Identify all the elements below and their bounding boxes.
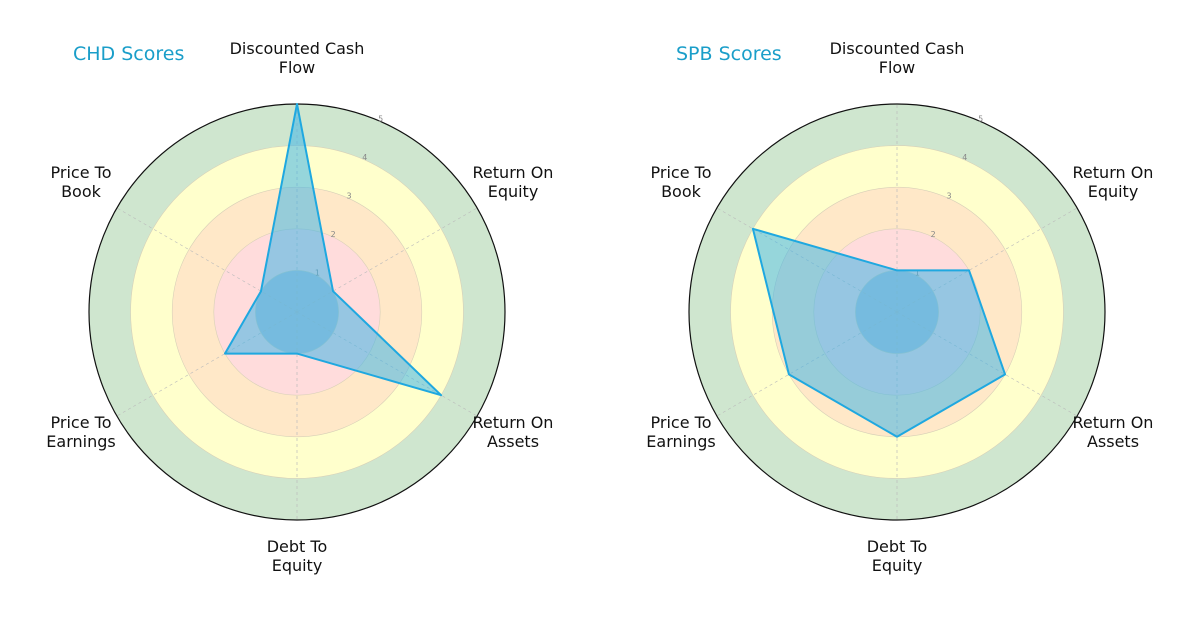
spoke-line bbox=[116, 207, 298, 313]
axis-label: Price To Earnings bbox=[46, 413, 115, 451]
radial-tick-label: 3 bbox=[946, 192, 951, 201]
outer-circle bbox=[688, 103, 1106, 521]
axis-label: Price To Earnings bbox=[646, 413, 715, 451]
axis-label: Return On Equity bbox=[473, 163, 554, 201]
axis-label: Discounted Cash Flow bbox=[230, 39, 365, 77]
spoke-line bbox=[116, 311, 298, 417]
axis-label: Price To Book bbox=[651, 163, 712, 201]
axis-label: Debt To Equity bbox=[267, 537, 328, 575]
radial-tick-label: 2 bbox=[331, 230, 336, 239]
radial-tick-label: 2 bbox=[931, 230, 936, 239]
radial-tick-label: 5 bbox=[978, 115, 983, 124]
spoke-line bbox=[896, 207, 1078, 313]
spoke-line bbox=[296, 207, 478, 313]
axis-label: Discounted Cash Flow bbox=[830, 39, 965, 77]
axis-label: Price To Book bbox=[51, 163, 112, 201]
radial-tick-label: 3 bbox=[346, 192, 351, 201]
axis-label: Debt To Equity bbox=[867, 537, 928, 575]
radial-tick-label: 4 bbox=[362, 153, 367, 162]
chart-title: CHD Scores bbox=[73, 43, 184, 65]
axis-label: Return On Assets bbox=[1073, 413, 1154, 451]
chart-title: SPB Scores bbox=[676, 43, 782, 65]
axis-label: Return On Assets bbox=[473, 413, 554, 451]
axis-label: Return On Equity bbox=[1073, 163, 1154, 201]
radial-tick-label: 4 bbox=[962, 153, 967, 162]
radial-tick-label: 5 bbox=[378, 115, 383, 124]
